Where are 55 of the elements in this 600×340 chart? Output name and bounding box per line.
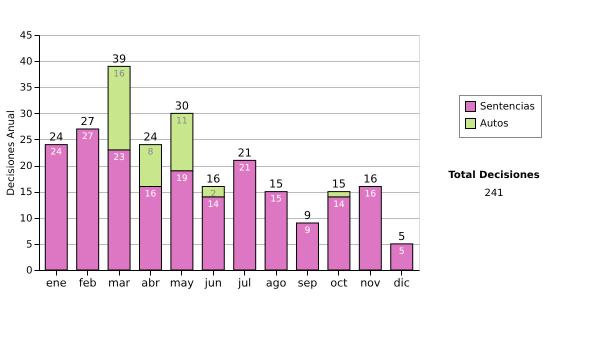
legend-label: Autos bbox=[480, 118, 508, 130]
y-tick-label: 15 bbox=[20, 187, 32, 198]
total-label: 27 bbox=[80, 115, 95, 128]
x-tick-label: feb bbox=[78, 276, 97, 290]
data-label: 8 bbox=[148, 148, 154, 158]
x-tick-label: may bbox=[170, 276, 194, 290]
data-label: 14 bbox=[333, 200, 345, 210]
data-label: 19 bbox=[176, 174, 188, 184]
x-tick-label: jul bbox=[237, 276, 252, 290]
y-tick-label: 35 bbox=[20, 82, 32, 94]
x-tick-label: ene bbox=[46, 276, 67, 290]
total-label: 24 bbox=[143, 130, 158, 144]
total-label: 5 bbox=[398, 230, 406, 243]
total-label: 15 bbox=[332, 178, 346, 191]
y-axis-title: Decisiones Anual bbox=[6, 110, 17, 196]
x-tick-label: dic bbox=[394, 276, 410, 290]
data-label: 24 bbox=[50, 148, 62, 158]
total-label: 15 bbox=[269, 178, 284, 191]
data-label: 16 bbox=[364, 189, 376, 200]
x-tick-label: mar bbox=[108, 276, 131, 290]
total-label: 16 bbox=[206, 172, 220, 186]
y-tick-label: 40 bbox=[20, 56, 32, 68]
data-label: 23 bbox=[113, 152, 125, 163]
text: 241 bbox=[484, 188, 504, 199]
data-label: 16 bbox=[113, 69, 126, 80]
data-label: 5 bbox=[398, 246, 405, 257]
data-label: 9 bbox=[304, 226, 311, 236]
x-tick-label: oct bbox=[330, 276, 348, 290]
total-label: 16 bbox=[363, 172, 378, 186]
total-label: 24 bbox=[49, 130, 64, 144]
y-tick-label: 20 bbox=[20, 161, 32, 172]
total-label: 9 bbox=[304, 209, 312, 222]
data-label: 14 bbox=[208, 200, 220, 210]
x-tick-label: sep bbox=[298, 276, 318, 290]
y-tick-label: 10 bbox=[20, 213, 32, 224]
data-label: 21 bbox=[238, 163, 250, 174]
legend-label: Sentencias bbox=[480, 102, 535, 112]
y-tick-label: 5 bbox=[26, 239, 32, 250]
total-label: 39 bbox=[112, 52, 126, 66]
x-tick-label: jun bbox=[204, 276, 222, 290]
total-label: 21 bbox=[238, 146, 252, 160]
data-label: 2 bbox=[210, 189, 216, 200]
data-label: 16 bbox=[144, 189, 156, 200]
data-label: 27 bbox=[82, 132, 94, 142]
data-label: 15 bbox=[270, 194, 282, 205]
x-tick-label: abr bbox=[141, 276, 160, 290]
x-tick-label: ago bbox=[266, 276, 287, 290]
y-tick-label: 45 bbox=[20, 30, 32, 42]
y-tick-label: 25 bbox=[20, 134, 32, 146]
text: Total Decisiones bbox=[448, 170, 540, 181]
total-label: 30 bbox=[174, 99, 189, 112]
y-tick-label: 30 bbox=[20, 108, 32, 120]
x-tick-label: nov bbox=[360, 276, 381, 290]
data-label: 11 bbox=[176, 116, 188, 126]
y-tick-label: 0 bbox=[26, 266, 32, 276]
